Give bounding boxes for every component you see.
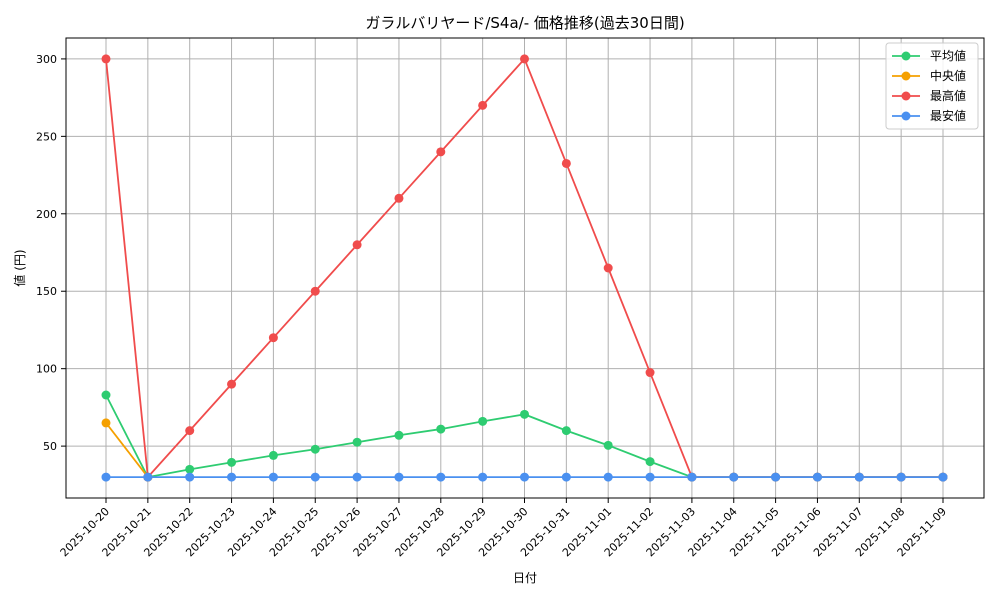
data-point [436, 147, 446, 157]
legend-swatch-marker [901, 91, 911, 101]
y-axis-ticks: 50 100 150 200 250 300 [36, 53, 66, 453]
data-point [310, 472, 320, 482]
data-point [603, 440, 613, 450]
legend-item: 中央値 [892, 68, 966, 83]
data-point [268, 333, 278, 343]
legend-item: 最高値 [892, 88, 966, 103]
y-tick-label: 150 [36, 285, 57, 298]
data-point [603, 472, 613, 482]
data-point [520, 409, 529, 419]
legend-swatch-marker [901, 71, 911, 81]
chart-title: ガラルバリヤード/S4a/- 価格推移(過去30日間) [365, 14, 684, 32]
data-point [645, 472, 655, 482]
data-point [101, 472, 111, 482]
legend-item: 平均値 [892, 48, 966, 63]
y-tick-label: 100 [36, 363, 57, 376]
y-axis-label: 値 (円) [12, 249, 27, 286]
y-tick-label: 200 [36, 208, 57, 221]
data-point [520, 54, 529, 64]
grid [66, 38, 984, 498]
data-point [478, 472, 488, 482]
data-point [185, 472, 195, 482]
legend-swatch-marker [901, 51, 911, 61]
x-axis-ticks: 2025-10-202025-10-212025-10-222025-10-23… [58, 498, 949, 559]
data-point [310, 444, 320, 454]
legend-label: 中央値 [930, 68, 966, 83]
data-point [101, 418, 111, 428]
data-point [310, 286, 320, 296]
data-point [394, 472, 404, 482]
data-point [227, 472, 237, 482]
data-point [561, 472, 571, 482]
data-point [603, 263, 613, 273]
x-axis-label: 日付 [513, 571, 537, 585]
data-point [227, 379, 237, 389]
data-point [478, 416, 488, 426]
data-point [771, 472, 781, 482]
legend-swatch-marker [901, 111, 911, 121]
legend-item: 最安値 [892, 108, 966, 123]
series-line [105, 422, 149, 478]
data-point [352, 472, 362, 482]
data-point [436, 472, 446, 482]
data-point [227, 457, 237, 467]
data-point [101, 390, 111, 400]
legend-label: 最安値 [930, 108, 966, 123]
data-point [645, 368, 655, 378]
data-point [729, 472, 739, 482]
data-point [185, 464, 195, 474]
series-3 [101, 472, 948, 482]
data-point [854, 472, 864, 482]
data-point [268, 472, 278, 482]
y-tick-label: 300 [36, 53, 57, 66]
data-point [352, 240, 362, 250]
legend-label: 平均値 [930, 48, 966, 63]
data-point [394, 193, 404, 203]
data-point [561, 158, 571, 168]
data-point [938, 472, 948, 482]
data-point [645, 457, 655, 467]
data-point [394, 430, 404, 440]
data-point [268, 450, 278, 460]
y-tick-label: 250 [36, 130, 57, 143]
data-point [561, 426, 571, 436]
data-point [436, 424, 446, 434]
y-tick-label: 50 [43, 440, 57, 453]
data-point [143, 472, 153, 482]
data-point [687, 472, 697, 482]
data-point [812, 472, 822, 482]
data-point [352, 437, 362, 447]
data-point [478, 100, 488, 110]
legend-box [885, 42, 979, 130]
series-layer [101, 54, 948, 482]
data-point [101, 54, 111, 64]
legend-label: 最高値 [930, 88, 966, 103]
data-point [896, 472, 906, 482]
data-point [185, 426, 195, 436]
data-point [520, 472, 529, 482]
